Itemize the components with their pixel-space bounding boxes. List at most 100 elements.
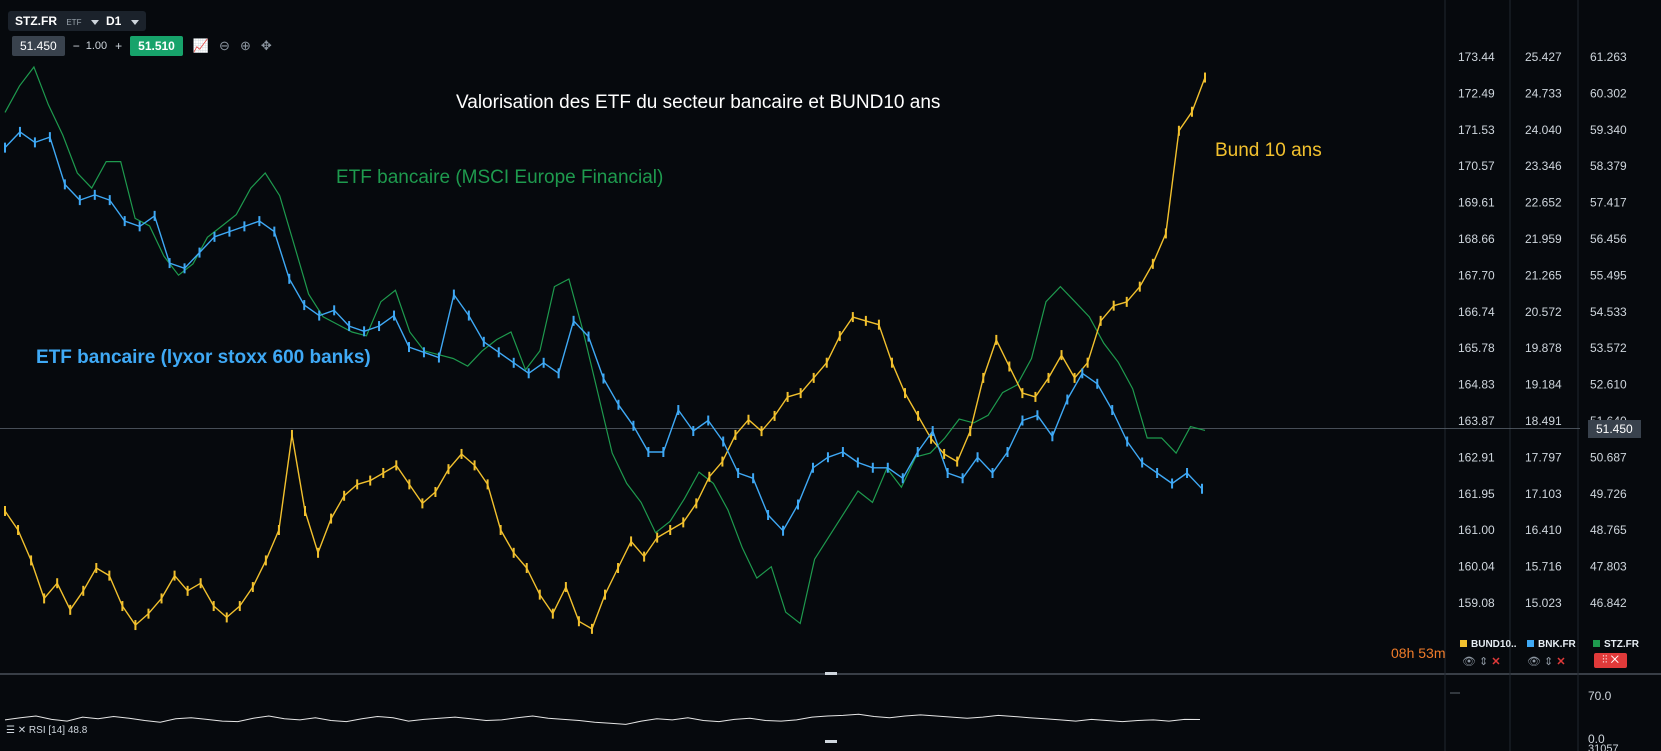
y-tick-label: 161.00	[1458, 523, 1495, 537]
y-tick-label: 172.49	[1458, 86, 1495, 100]
y-tick-label: 46.842	[1590, 596, 1627, 610]
y-tick-label: 18.491	[1525, 414, 1562, 428]
rsi-low-label: 0.0	[1588, 732, 1605, 746]
legend-bnk[interactable]: BNK.FR	[1527, 639, 1576, 650]
y-tick-label: 20.572	[1525, 305, 1562, 319]
symbol-label: STZ.FR	[15, 14, 57, 28]
zoom-in-icon[interactable]: ⊕	[239, 38, 251, 53]
order-bar: 51.450 − 1.00 + 51.510 📈 ⊖ ⊕ ✥	[12, 36, 272, 56]
y-tick-label: 47.803	[1590, 560, 1627, 574]
legend-swatch	[1593, 640, 1600, 647]
y-tick-label: 19.878	[1525, 341, 1562, 355]
y-tick-label: 54.533	[1590, 305, 1627, 319]
timeframe-selector[interactable]: D1	[99, 11, 146, 31]
rsi-high-label: 70.0	[1588, 689, 1612, 703]
legend-controls-stz[interactable]: ⫶⫶ ✕	[1594, 653, 1627, 668]
chart-type-icon[interactable]: 📈	[192, 38, 210, 53]
legend-swatch	[1460, 640, 1467, 647]
legend-stz[interactable]: STZ.FR	[1593, 639, 1639, 650]
pane-resize-handle[interactable]	[825, 740, 837, 743]
y-tick-label: 22.652	[1525, 196, 1562, 210]
rsi-line[interactable]	[4, 713, 1201, 725]
legend-controls-bund: 👁 ⇕ ✕	[1462, 655, 1501, 668]
y-tick-label: 24.733	[1525, 86, 1562, 100]
move-icon[interactable]: ✥	[260, 38, 272, 53]
price-badge: 51.450	[1588, 420, 1641, 438]
legend-bund[interactable]: BUND10..	[1460, 639, 1517, 650]
bnk-series[interactable]	[4, 131, 1203, 532]
y-tick-label: 17.797	[1525, 450, 1562, 464]
y-tick-label: 165.78	[1458, 341, 1495, 355]
y-tick-label: 15.716	[1525, 560, 1562, 574]
symbol-type-label: ETF	[66, 18, 82, 27]
volume-axis-label: 31057	[1588, 743, 1619, 751]
y-tick-label: 55.495	[1590, 268, 1627, 282]
quantity-field[interactable]: 1.00	[85, 40, 108, 52]
pane-resize-handle[interactable]	[825, 672, 837, 675]
close-icon[interactable]: ✕	[1610, 654, 1619, 666]
symbol-pill[interactable]: STZ.FR ETF	[8, 11, 106, 31]
y-tick-label: 56.456	[1590, 232, 1627, 246]
y-tick-label: 173.44	[1458, 50, 1495, 64]
list-icon[interactable]: ☰	[6, 725, 15, 736]
y-tick-label: 164.83	[1458, 378, 1495, 392]
y-tick-label: 53.572	[1590, 341, 1627, 355]
eye-icon[interactable]: 👁	[1462, 656, 1476, 668]
y-tick-label: 21.959	[1525, 232, 1562, 246]
y-tick-label: 60.302	[1590, 86, 1627, 100]
y-tick-label: 50.687	[1590, 450, 1627, 464]
chevron-down-icon	[90, 20, 99, 25]
bid-button[interactable]: 51.450	[12, 36, 65, 56]
y-tick-label: 171.53	[1458, 123, 1495, 137]
zoom-out-icon[interactable]: ⊖	[219, 38, 230, 53]
legend-swatch	[1527, 640, 1534, 647]
legend-controls-bnk: 👁 ⇕ ✕	[1527, 655, 1566, 668]
y-tick-label: 168.66	[1458, 232, 1495, 246]
chevron-down-icon	[130, 20, 139, 25]
y-tick-label: 57.417	[1590, 196, 1627, 210]
candle-countdown: 08h 53m	[1391, 645, 1446, 661]
reorder-icon[interactable]: ⇕	[1544, 656, 1554, 668]
y-tick-label: 48.765	[1590, 523, 1627, 537]
reorder-icon[interactable]: ⇕	[1479, 656, 1489, 668]
y-tick-label: 160.04	[1458, 560, 1495, 574]
y-tick-label: 58.379	[1590, 159, 1627, 173]
y-tick-label: 166.74	[1458, 305, 1495, 319]
y-tick-label: 49.726	[1590, 487, 1627, 501]
y-tick-label: 17.103	[1525, 487, 1562, 501]
y-tick-label: 25.427	[1525, 50, 1562, 64]
y-tick-label: 19.184	[1525, 378, 1562, 392]
y-tick-label: 15.023	[1525, 596, 1562, 610]
y-tick-label: 169.61	[1458, 196, 1495, 210]
symbol-selector[interactable]: STZ.FR ETF	[8, 11, 106, 31]
y-tick-label: 61.263	[1590, 50, 1627, 64]
y-tick-label: 162.91	[1458, 450, 1495, 464]
stz-series-line[interactable]	[4, 65, 1206, 625]
decrease-qty-button[interactable]: −	[72, 39, 80, 53]
y-tick-label: 167.70	[1458, 268, 1495, 282]
y-tick-label: 170.57	[1458, 159, 1495, 173]
close-icon[interactable]: ✕	[1556, 656, 1566, 668]
y-tick-label: 163.87	[1458, 414, 1495, 428]
bund-annotation: Bund 10 ans	[1215, 140, 1322, 161]
y-tick-label: 16.410	[1525, 523, 1562, 537]
y-tick-label: 159.08	[1458, 596, 1495, 610]
y-tick-label: 52.610	[1590, 378, 1627, 392]
chart-title: Valorisation des ETF du secteur bancaire…	[456, 92, 941, 113]
y-tick-label: 59.340	[1590, 123, 1627, 137]
close-icon[interactable]: ✕	[1491, 656, 1501, 668]
y-tick-label: 161.95	[1458, 487, 1495, 501]
ask-button[interactable]: 51.510	[130, 36, 183, 56]
rsi-label: ☰ ✕ RSI [14] 48.8	[6, 725, 88, 736]
close-icon[interactable]: ✕	[17, 725, 27, 736]
y-tick-label: 23.346	[1525, 159, 1562, 173]
bnk-annotation: ETF bancaire (lyxor stoxx 600 banks)	[36, 347, 371, 368]
y-tick-label: 21.265	[1525, 268, 1562, 282]
candle-style-icon: ⫶⫶	[1602, 654, 1608, 666]
y-tick-label: 24.040	[1525, 123, 1562, 137]
stz-annotation: ETF bancaire (MSCI Europe Financial)	[336, 167, 664, 188]
eye-icon[interactable]: 👁	[1527, 656, 1541, 668]
increase-qty-button[interactable]: +	[115, 39, 123, 53]
